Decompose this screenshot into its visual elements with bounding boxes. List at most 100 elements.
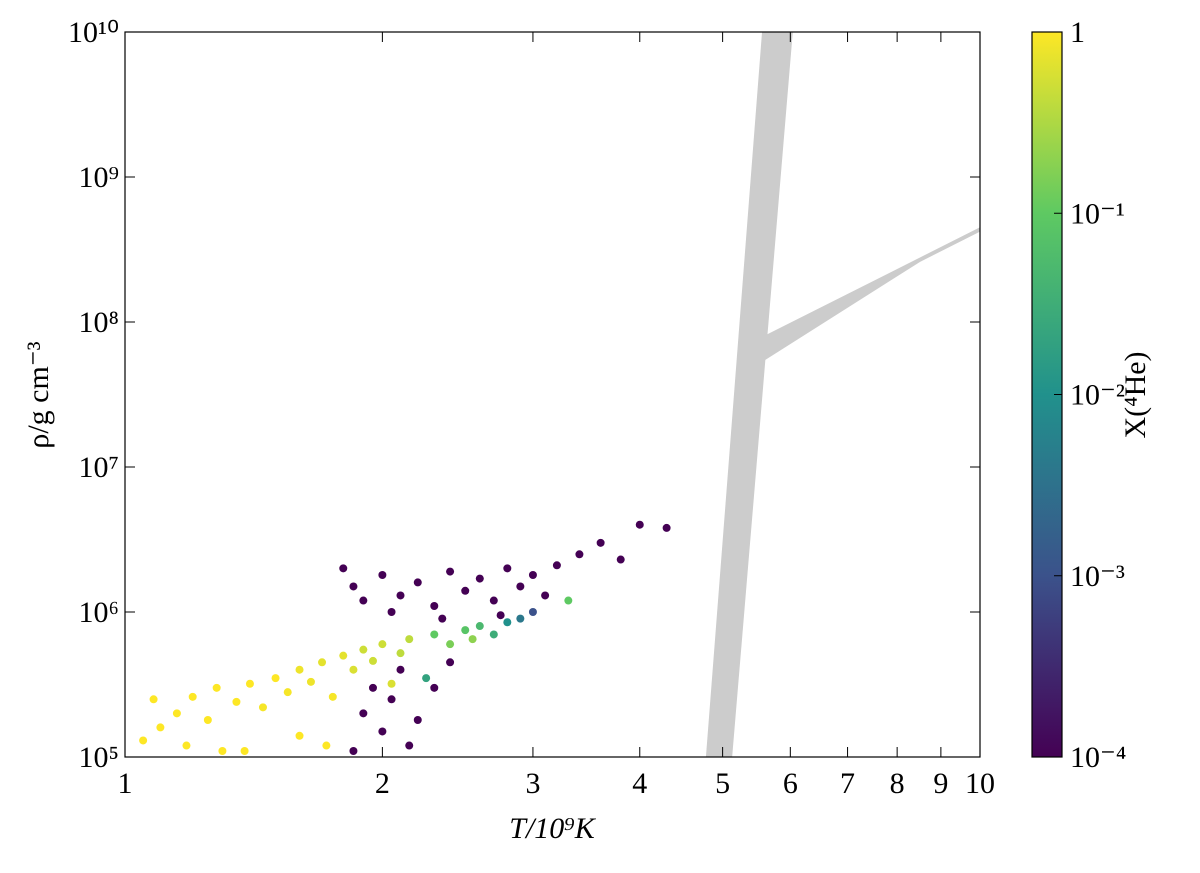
colorbar-tick-label: 10⁻⁴ bbox=[1070, 741, 1126, 774]
y-axis-label: ρ/g cm⁻³ bbox=[22, 341, 55, 448]
scatter-point bbox=[240, 746, 249, 755]
scatter-point bbox=[322, 741, 331, 750]
scatter-point bbox=[496, 611, 505, 620]
scatter-point bbox=[575, 550, 584, 559]
scatter-point bbox=[149, 695, 158, 704]
colorbar-label: X(⁴He) bbox=[1119, 351, 1152, 438]
scatter-point bbox=[368, 683, 377, 692]
scatter-point bbox=[359, 709, 368, 718]
colorbar-tick-label: 1 bbox=[1070, 16, 1085, 49]
scatter-point bbox=[489, 596, 498, 605]
scatter-point bbox=[212, 683, 221, 692]
scatter-point bbox=[295, 731, 304, 740]
scatter-point bbox=[635, 520, 644, 529]
x-axis-label: T/10⁹K bbox=[509, 812, 596, 845]
scatter-point bbox=[349, 582, 358, 591]
scatter-point bbox=[283, 688, 292, 697]
scatter-point bbox=[446, 567, 455, 576]
y-tick-label: 10⁷ bbox=[79, 451, 119, 484]
scatter-point bbox=[438, 614, 447, 623]
scatter-point bbox=[378, 570, 387, 579]
scatter-point bbox=[295, 665, 304, 674]
scatter-point bbox=[349, 746, 358, 755]
scatter-point bbox=[368, 656, 377, 665]
scatter-point bbox=[430, 683, 439, 692]
y-tick-label: 10⁵ bbox=[79, 741, 119, 774]
scatter-point bbox=[596, 538, 605, 547]
shaded-region bbox=[762, 227, 980, 362]
scatter-point bbox=[349, 665, 358, 674]
scatter-point bbox=[503, 618, 512, 627]
scatter-point bbox=[172, 709, 181, 718]
scatter-point bbox=[405, 635, 414, 644]
scatter-point bbox=[489, 630, 498, 639]
scatter-point bbox=[139, 736, 148, 745]
x-tick-label: 4 bbox=[632, 767, 647, 800]
x-tick-label: 5 bbox=[715, 767, 730, 800]
scatter-point bbox=[387, 608, 396, 616]
scatter-point bbox=[541, 591, 550, 600]
x-tick-label: 7 bbox=[840, 767, 855, 800]
scatter-point bbox=[662, 523, 671, 532]
scatter-point bbox=[218, 746, 227, 755]
x-tick-label: 10 bbox=[965, 767, 995, 800]
scatter-point bbox=[328, 692, 337, 701]
y-tick-label: 10⁶ bbox=[79, 596, 119, 629]
scatter-point bbox=[528, 570, 537, 579]
scatter-point bbox=[516, 582, 525, 591]
scatter-point bbox=[396, 649, 405, 658]
x-tick-label: 6 bbox=[783, 767, 798, 800]
scatter-point bbox=[430, 630, 439, 639]
scatter-point bbox=[468, 635, 477, 644]
x-tick-label: 2 bbox=[375, 767, 390, 800]
scatter-point bbox=[156, 723, 165, 732]
scatter-point bbox=[203, 715, 212, 724]
scatter-point bbox=[258, 703, 267, 712]
scatter-point bbox=[564, 596, 573, 605]
y-tick-label: 10¹⁰ bbox=[68, 16, 119, 49]
scatter-point bbox=[461, 586, 470, 595]
x-tick-label: 8 bbox=[890, 767, 905, 800]
scatter-point bbox=[339, 564, 348, 573]
scatter-point bbox=[245, 679, 254, 688]
scatter-point bbox=[387, 695, 396, 704]
y-tick-label: 10⁸ bbox=[79, 306, 119, 339]
scatter-point bbox=[396, 591, 405, 600]
scatter-point bbox=[182, 741, 191, 750]
colorbar-tick-label: 10⁻³ bbox=[1070, 560, 1125, 593]
scatter-point bbox=[396, 665, 405, 674]
scatter-point bbox=[359, 596, 368, 605]
y-tick-label: 10⁹ bbox=[79, 161, 119, 194]
x-tick-label: 3 bbox=[525, 767, 540, 800]
colorbar-tick-label: 10⁻¹ bbox=[1070, 197, 1125, 230]
scatter-point bbox=[616, 555, 625, 564]
scatter-point bbox=[461, 626, 470, 635]
scatter-point bbox=[413, 715, 422, 724]
x-tick-label: 1 bbox=[118, 767, 133, 800]
scatter-point bbox=[405, 741, 414, 750]
scatter-point bbox=[378, 727, 387, 736]
scatter-point bbox=[475, 574, 484, 583]
scatter-point bbox=[475, 622, 484, 631]
scatter-point bbox=[271, 674, 280, 683]
scatter-point bbox=[318, 658, 327, 667]
scatter-point bbox=[552, 561, 561, 570]
scatter-point bbox=[422, 674, 431, 683]
colorbar-tick-label: 10⁻² bbox=[1070, 379, 1125, 412]
scatter-point bbox=[516, 614, 525, 623]
x-tick-label: 9 bbox=[933, 767, 948, 800]
scatter-point bbox=[339, 651, 348, 660]
scatter-point bbox=[446, 658, 455, 667]
scatter-point bbox=[359, 645, 368, 654]
plot-frame bbox=[124, 31, 981, 758]
scatter-point bbox=[306, 677, 315, 686]
scatter-point bbox=[387, 679, 396, 688]
scatter-point bbox=[528, 608, 537, 616]
scatter-point bbox=[232, 697, 241, 706]
scatter-point bbox=[188, 692, 197, 701]
scatter-point bbox=[503, 564, 512, 573]
shaded-region bbox=[705, 32, 793, 757]
scatter-point bbox=[446, 640, 455, 649]
scatter-point bbox=[413, 578, 422, 587]
